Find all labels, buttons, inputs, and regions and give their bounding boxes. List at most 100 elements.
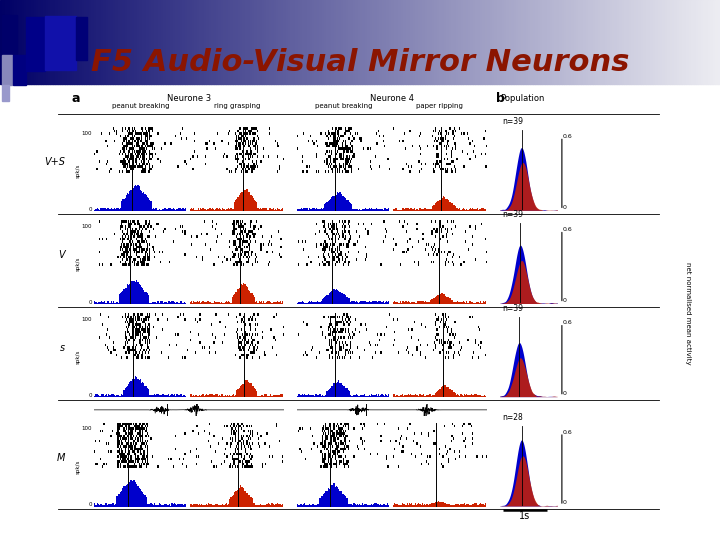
Bar (410, 0, 413, 84)
Bar (564, 0, 567, 84)
Bar (192, 0, 194, 84)
Bar (60, 0, 63, 84)
Bar (149, 0, 151, 84)
Bar (12, 0, 14, 84)
Bar (456, 0, 459, 84)
Bar (261, 0, 264, 84)
Bar (295, 0, 297, 84)
Text: b: b (496, 92, 505, 105)
Bar (485, 0, 487, 84)
Bar (629, 0, 631, 84)
Bar (187, 0, 189, 84)
Bar (2, 55, 12, 85)
Text: 0.6: 0.6 (563, 320, 573, 325)
Bar (415, 0, 418, 84)
Bar (362, 0, 365, 84)
Bar (689, 0, 691, 84)
Bar (74, 0, 77, 84)
Text: n=28: n=28 (503, 413, 523, 422)
Bar (643, 0, 646, 84)
Bar (235, 0, 238, 84)
Bar (506, 0, 509, 84)
Bar (516, 0, 518, 84)
Bar (151, 0, 153, 84)
Bar (175, 0, 178, 84)
Bar (315, 0, 317, 84)
Bar (562, 0, 564, 84)
Bar (185, 0, 187, 84)
Bar (2, 15, 17, 54)
Bar (67, 0, 70, 84)
Bar (470, 0, 473, 84)
Bar (504, 0, 506, 84)
Text: 0: 0 (563, 298, 567, 303)
Bar (209, 0, 211, 84)
Bar (444, 0, 446, 84)
Bar (214, 0, 216, 84)
Bar (257, 0, 259, 84)
Bar (365, 0, 367, 84)
Bar (89, 0, 91, 84)
Bar (135, 0, 137, 84)
Bar (113, 0, 115, 84)
Bar (497, 0, 499, 84)
Bar (475, 0, 477, 84)
Bar (569, 0, 571, 84)
Bar (463, 0, 466, 84)
Bar (180, 0, 182, 84)
Bar (461, 0, 463, 84)
Text: paper ripping: paper ripping (416, 103, 464, 109)
Bar (53, 0, 55, 84)
Bar (715, 0, 718, 84)
Bar (655, 0, 657, 84)
Bar (110, 0, 113, 84)
Text: 100: 100 (81, 427, 92, 431)
Bar (353, 0, 355, 84)
Bar (396, 0, 398, 84)
Bar (161, 0, 163, 84)
Bar (473, 0, 475, 84)
Bar (189, 0, 192, 84)
Bar (178, 0, 180, 84)
Bar (434, 0, 437, 84)
Bar (574, 0, 576, 84)
Bar (238, 0, 240, 84)
Bar (593, 0, 595, 84)
Bar (182, 0, 185, 84)
Bar (682, 0, 684, 84)
Bar (603, 0, 605, 84)
Bar (36, 0, 38, 84)
Bar (233, 0, 235, 84)
Bar (626, 0, 629, 84)
Bar (441, 0, 444, 84)
Bar (329, 0, 331, 84)
Bar (595, 0, 598, 84)
Bar (391, 0, 394, 84)
Bar (7, 0, 9, 84)
Bar (127, 0, 130, 84)
Bar (495, 0, 497, 84)
Bar (653, 0, 655, 84)
Bar (158, 0, 161, 84)
Bar (675, 0, 677, 84)
Bar (387, 0, 389, 84)
Bar (477, 0, 480, 84)
Bar (405, 0, 408, 84)
Text: 0: 0 (89, 502, 92, 508)
Bar (612, 0, 614, 84)
Bar (286, 0, 288, 84)
Bar (96, 0, 99, 84)
Bar (166, 0, 168, 84)
Bar (703, 0, 706, 84)
Bar (307, 0, 310, 84)
Bar (31, 0, 34, 84)
Text: 0: 0 (563, 205, 567, 210)
Text: 100: 100 (81, 131, 92, 136)
Bar (122, 0, 125, 84)
Bar (17, 0, 19, 84)
Bar (297, 0, 300, 84)
Bar (374, 0, 377, 84)
Bar (581, 0, 583, 84)
Bar (204, 0, 207, 84)
Bar (540, 0, 542, 84)
